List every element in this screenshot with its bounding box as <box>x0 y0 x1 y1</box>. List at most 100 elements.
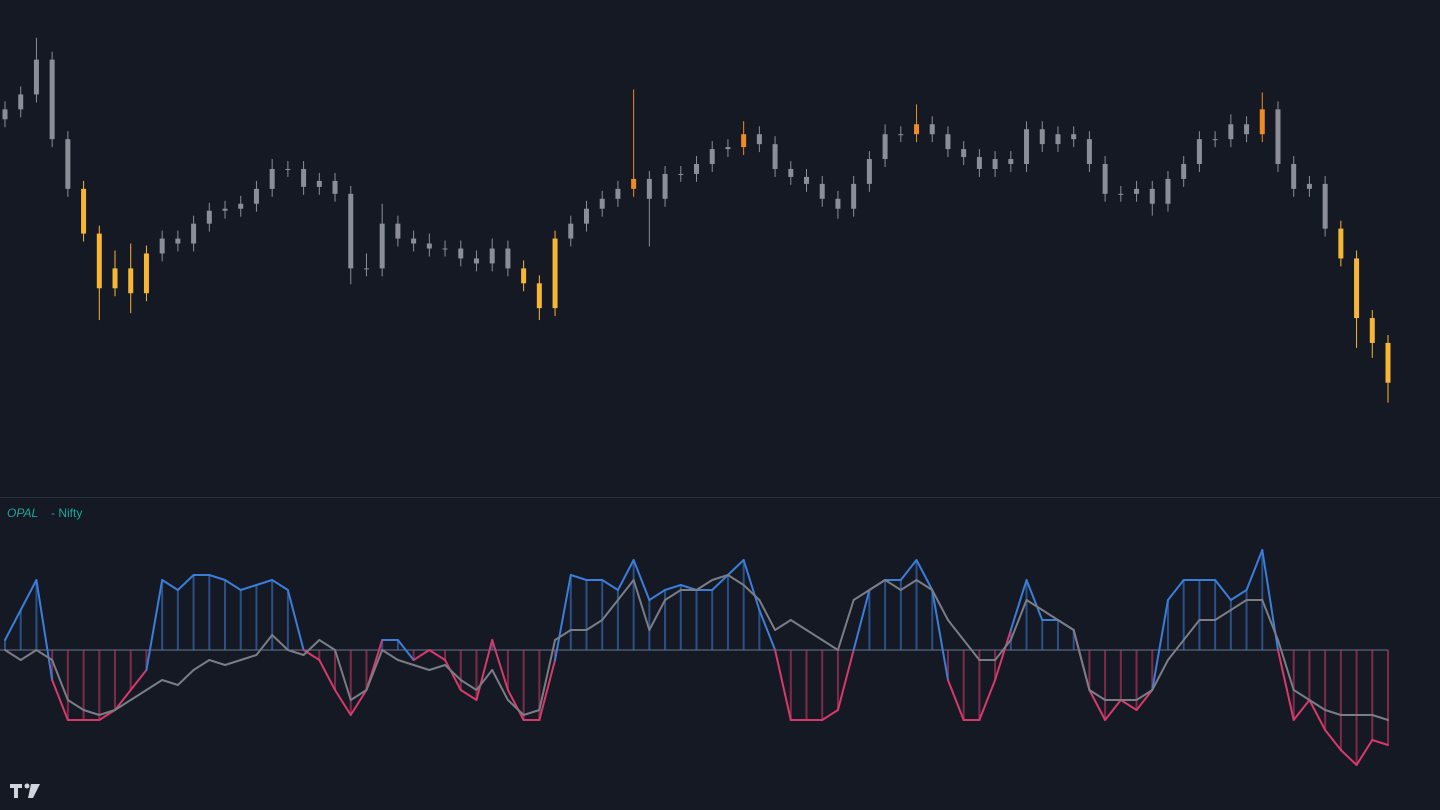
candle-body <box>1102 164 1108 194</box>
line-segment <box>428 664 447 671</box>
line-segment <box>1261 599 1279 641</box>
line-segment <box>349 689 368 716</box>
line-segment <box>1371 739 1389 746</box>
candle-body <box>363 268 369 270</box>
candle-body <box>835 198 841 209</box>
line-segment <box>255 634 274 656</box>
candle-body <box>725 147 731 150</box>
line-segment <box>711 574 729 591</box>
line-segment <box>836 649 855 711</box>
line-segment <box>4 649 22 661</box>
line-segment <box>554 574 572 661</box>
line-segment <box>444 664 462 681</box>
line-segment <box>318 659 337 691</box>
line-segment <box>428 649 447 661</box>
candle-body <box>1212 139 1218 141</box>
candle-body <box>678 173 684 175</box>
line-segment <box>711 574 729 581</box>
candle-body <box>536 283 542 309</box>
line-segment <box>1009 599 1028 641</box>
candle-body <box>1338 228 1344 259</box>
line-segment <box>334 649 352 701</box>
line-segment <box>1025 599 1044 611</box>
candle-body <box>65 139 71 189</box>
candle-body <box>599 198 605 209</box>
candle-body <box>615 188 621 199</box>
line-segment <box>381 649 399 661</box>
line-segment <box>271 579 289 591</box>
line-segment <box>66 699 85 711</box>
candle-body <box>395 223 401 239</box>
line-segment <box>1041 609 1059 621</box>
line-segment <box>1245 549 1264 591</box>
candle-body <box>662 173 668 199</box>
candle-body <box>458 248 464 259</box>
line-segment <box>601 599 619 621</box>
line-segment <box>1151 599 1169 691</box>
line-segment <box>1025 579 1044 621</box>
line-segment <box>475 639 494 701</box>
candle-body <box>1259 109 1265 135</box>
line-segment <box>946 679 965 721</box>
candle-body <box>583 208 589 224</box>
candle-body <box>332 180 338 194</box>
line-segment <box>836 599 855 651</box>
line-segment <box>302 639 321 656</box>
line-segment <box>334 689 352 716</box>
line-segment <box>208 659 227 666</box>
line-segment <box>648 599 667 631</box>
line-segment <box>1088 689 1107 721</box>
candle-body <box>426 243 432 249</box>
line-segment <box>1292 699 1311 721</box>
candle-body <box>175 238 181 244</box>
line-segment <box>978 679 997 721</box>
candle-body <box>112 268 118 289</box>
line-segment <box>1151 659 1169 691</box>
line-segment <box>616 579 635 601</box>
line-segment <box>1214 579 1232 601</box>
line-segment <box>396 639 415 661</box>
candle-body <box>206 210 212 224</box>
line-segment <box>318 639 337 651</box>
candle-body <box>521 268 527 284</box>
line-segment <box>789 619 808 631</box>
line-segment <box>444 659 462 691</box>
line-segment <box>899 559 918 581</box>
line-segment <box>632 579 651 631</box>
line-segment <box>51 679 69 721</box>
line-segment <box>664 589 682 601</box>
line-segment <box>1371 714 1389 721</box>
line-segment <box>868 579 887 591</box>
candle-body <box>694 164 699 174</box>
candle-body <box>253 188 259 204</box>
line-segment <box>129 689 148 701</box>
line-segment <box>648 589 667 601</box>
candle-body <box>1039 129 1045 145</box>
line-segment <box>821 639 839 651</box>
line-segment <box>475 669 494 691</box>
candle-body <box>33 59 39 95</box>
line-segment <box>1166 639 1185 661</box>
candle-body <box>1322 183 1328 229</box>
line-segment <box>994 639 1012 661</box>
line-segment <box>491 639 509 691</box>
candle-body <box>1071 134 1077 140</box>
candle-body <box>756 134 762 145</box>
candle-body <box>709 149 715 165</box>
candle-body <box>1244 124 1250 135</box>
line-segment <box>946 619 965 641</box>
candle-body <box>96 233 102 289</box>
candle-body <box>976 157 982 169</box>
candle-body <box>552 238 558 309</box>
candle-body <box>1354 258 1360 319</box>
line-segment <box>192 659 211 671</box>
line-segment <box>286 589 305 651</box>
line-segment <box>852 589 871 651</box>
line-segment <box>1009 579 1028 631</box>
line-segment <box>208 574 227 581</box>
candle-body <box>222 208 228 211</box>
candle-body <box>379 223 385 269</box>
line-segment <box>1088 689 1107 701</box>
line-segment <box>506 689 525 721</box>
